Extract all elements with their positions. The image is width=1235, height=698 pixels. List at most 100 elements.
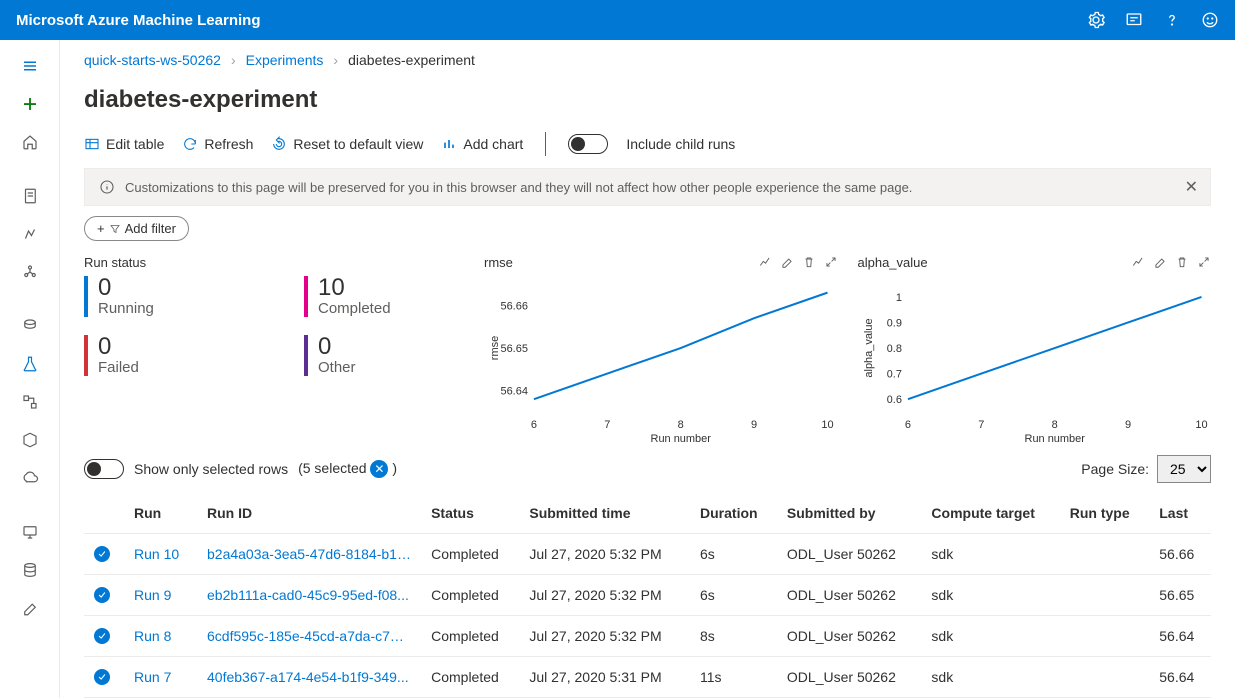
gear-icon[interactable] (1087, 11, 1105, 29)
run-link[interactable]: Run 8 (124, 616, 197, 657)
add-filter-button[interactable]: + Add filter (84, 216, 189, 241)
cell-by: ODL_User 50262 (777, 534, 921, 575)
chart-type-icon[interactable] (1131, 255, 1145, 269)
cell-duration: 6s (690, 575, 777, 616)
breadcrumb: quick-starts-ws-50262 › Experiments › di… (84, 52, 1211, 68)
col-compute[interactable]: Compute target (921, 493, 1059, 534)
breadcrumb-workspace[interactable]: quick-starts-ws-50262 (84, 52, 221, 68)
svg-text:56.64: 56.64 (500, 386, 527, 398)
delete-icon[interactable] (802, 255, 816, 269)
col-submitted[interactable]: Submitted time (519, 493, 690, 534)
col-last[interactable]: Last (1149, 493, 1211, 534)
add-chart-button[interactable]: Add chart (441, 136, 523, 152)
info-icon (99, 179, 115, 195)
status-check-icon (94, 587, 110, 603)
status-and-charts: Run status 0 Running 0 Failed (84, 255, 1211, 447)
table-row[interactable]: Run 10b2a4a03a-3ea5-47d6-8184-b1b...Comp… (84, 534, 1211, 575)
svg-text:9: 9 (751, 419, 757, 431)
refresh-button[interactable]: Refresh (182, 136, 253, 152)
app-title: Microsoft Azure Machine Learning (16, 12, 260, 29)
pipelines-icon[interactable] (10, 386, 50, 418)
svg-text:9: 9 (1125, 419, 1131, 431)
help-icon[interactable] (1163, 11, 1181, 29)
col-runid[interactable]: Run ID (197, 493, 421, 534)
designer-icon[interactable] (10, 256, 50, 288)
datastores-icon[interactable] (10, 554, 50, 586)
svg-text:0.9: 0.9 (886, 317, 901, 329)
chart-actions (1131, 255, 1211, 269)
feedback-icon[interactable] (1125, 11, 1143, 29)
endpoints-icon[interactable] (10, 462, 50, 494)
cell-duration: 6s (690, 534, 777, 575)
show-selected-toggle[interactable] (84, 459, 124, 479)
cell-status: Completed (421, 657, 519, 698)
svg-text:1: 1 (895, 292, 901, 304)
cell-compute: sdk (921, 575, 1059, 616)
runid-link[interactable]: b2a4a03a-3ea5-47d6-8184-b1b... (197, 534, 421, 575)
status-check-icon (94, 628, 110, 644)
col-duration[interactable]: Duration (690, 493, 777, 534)
runid-link[interactable]: 40feb367-a174-4e54-b1f9-349... (197, 657, 421, 698)
notebook-icon[interactable] (10, 180, 50, 212)
col-run[interactable]: Run (124, 493, 197, 534)
runs-table: Run Run ID Status Submitted time Duratio… (84, 493, 1211, 698)
svg-text:7: 7 (978, 419, 984, 431)
svg-text:56.65: 56.65 (500, 343, 527, 355)
smiley-icon[interactable] (1201, 11, 1219, 29)
datasets-icon[interactable] (10, 310, 50, 342)
labeling-icon[interactable] (10, 592, 50, 624)
clear-selection-icon[interactable]: ✕ (370, 460, 388, 478)
expand-icon[interactable] (824, 255, 838, 269)
plus-icon[interactable] (10, 88, 50, 120)
home-icon[interactable] (10, 126, 50, 158)
models-icon[interactable] (10, 424, 50, 456)
col-status[interactable]: Status (421, 493, 519, 534)
cell-by: ODL_User 50262 (777, 657, 921, 698)
cell-submitted: Jul 27, 2020 5:32 PM (519, 534, 690, 575)
edit-table-label: Edit table (106, 136, 164, 152)
cell-last: 56.64 (1149, 616, 1211, 657)
charts-area: rmse 56.6456.6556.66678910Run numberrmse… (484, 255, 1211, 447)
selected-count-text: (5 selected (298, 460, 366, 476)
runid-link[interactable]: 6cdf595c-185e-45cd-a7da-c714... (197, 616, 421, 657)
col-type[interactable]: Run type (1060, 493, 1150, 534)
cell-duration: 8s (690, 616, 777, 657)
page-size-select[interactable]: 25 (1157, 455, 1211, 483)
table-row[interactable]: Run 740feb367-a174-4e54-b1f9-349...Compl… (84, 657, 1211, 698)
status-check-icon (94, 546, 110, 562)
table-row[interactable]: Run 9eb2b111a-cad0-45c9-95ed-f08...Compl… (84, 575, 1211, 616)
svg-text:0.7: 0.7 (886, 369, 901, 381)
delete-icon[interactable] (1175, 255, 1189, 269)
main-content: quick-starts-ws-50262 › Experiments › di… (60, 40, 1235, 698)
breadcrumb-experiments[interactable]: Experiments (246, 52, 324, 68)
reset-view-label: Reset to default view (293, 136, 423, 152)
svg-text:Run number: Run number (651, 433, 712, 444)
table-row[interactable]: Run 86cdf595c-185e-45cd-a7da-c714...Comp… (84, 616, 1211, 657)
cell-last: 56.64 (1149, 657, 1211, 698)
run-link[interactable]: Run 9 (124, 575, 197, 616)
run-link[interactable]: Run 10 (124, 534, 197, 575)
add-chart-label: Add chart (463, 136, 523, 152)
selected-count-close: ) (392, 460, 397, 476)
include-child-toggle[interactable] (568, 134, 608, 154)
svg-text:8: 8 (678, 419, 684, 431)
status-completed: 10 Completed (304, 276, 444, 317)
experiments-icon[interactable] (10, 348, 50, 380)
run-link[interactable]: Run 7 (124, 657, 197, 698)
svg-text:0.6: 0.6 (886, 394, 901, 406)
expand-icon[interactable] (1197, 255, 1211, 269)
reset-view-button[interactable]: Reset to default view (271, 136, 423, 152)
chart-type-icon[interactable] (758, 255, 772, 269)
automl-icon[interactable] (10, 218, 50, 250)
include-child-label: Include child runs (626, 136, 735, 152)
close-icon[interactable]: ✕ (1185, 177, 1198, 197)
status-completed-count: 10 (318, 276, 444, 300)
compute-icon[interactable] (10, 516, 50, 548)
col-by[interactable]: Submitted by (777, 493, 921, 534)
cell-by: ODL_User 50262 (777, 616, 921, 657)
hamburger-icon[interactable] (10, 50, 50, 82)
edit-icon[interactable] (780, 255, 794, 269)
edit-icon[interactable] (1153, 255, 1167, 269)
edit-table-button[interactable]: Edit table (84, 136, 164, 152)
runid-link[interactable]: eb2b111a-cad0-45c9-95ed-f08... (197, 575, 421, 616)
